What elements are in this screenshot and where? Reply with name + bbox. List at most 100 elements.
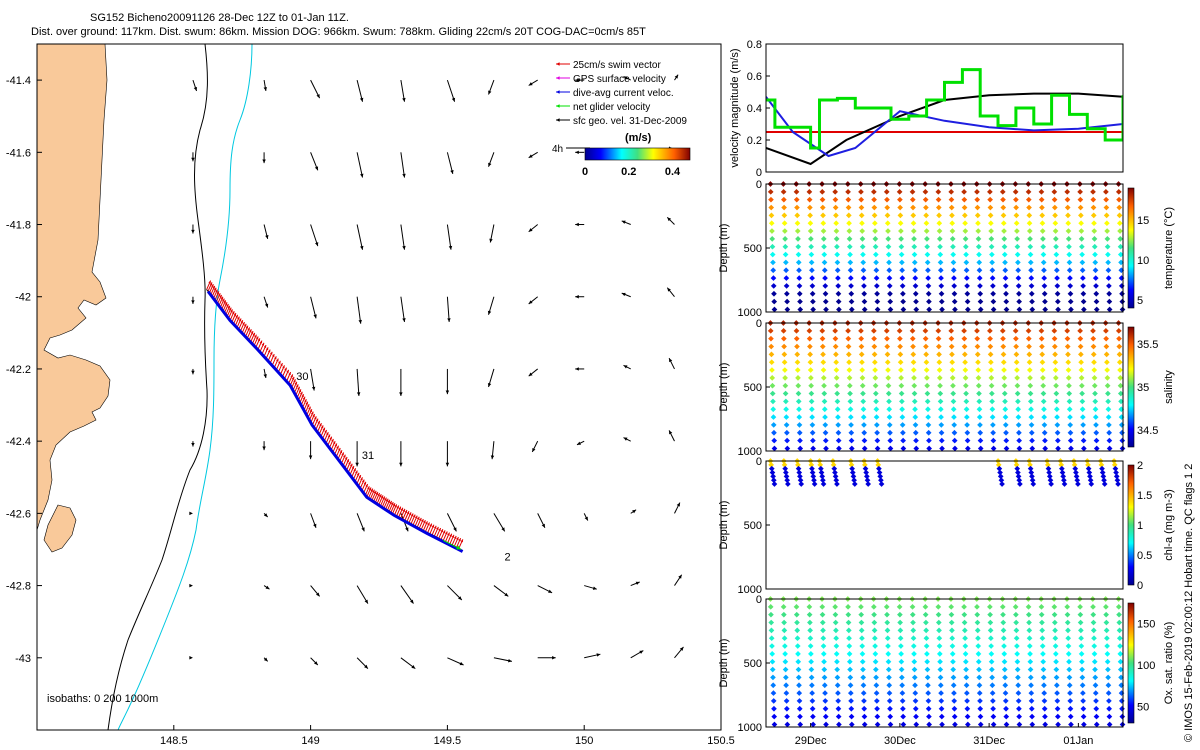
profile-point [990,698,996,704]
profile-point [1028,283,1035,289]
profile-point [949,212,955,219]
profile-point [820,236,827,242]
map-y-tick-label: -41.4 [6,75,31,87]
profile-point [974,335,981,342]
profile-point [858,196,865,203]
profile-point [912,705,919,712]
profile-point [784,477,791,484]
current-arrow [192,79,198,92]
profile-point [884,619,891,626]
profile-point [871,204,878,211]
profile-point [1103,627,1110,634]
profile-point [909,604,916,610]
profile-point [1119,298,1126,305]
profile-point [1000,611,1006,618]
profile-point [898,643,904,649]
current-arrow [400,224,406,250]
profile-point [896,189,903,195]
profile-point [900,429,906,436]
profile-point [1066,390,1073,397]
profile-point [1105,398,1111,405]
profile-point [768,351,775,358]
profile-point [925,283,932,289]
profile-point [899,690,906,696]
swim-vector-arrow [233,314,239,325]
profile-point [1025,196,1032,203]
profile-point [974,604,980,610]
profile-point [1114,477,1121,484]
profile-point [948,604,955,610]
profile-point [989,398,995,405]
profile-point [834,259,841,266]
profile-point [1029,477,1036,484]
profile-point [938,698,945,704]
profile-point [925,267,931,274]
profile-point [821,390,828,397]
profile-point [1104,359,1110,366]
profile-point [897,212,904,219]
current-arrow [191,368,195,375]
profile-point [1026,627,1033,634]
profile-point [884,204,891,211]
colorbar-tick-label: 5 [1137,295,1143,307]
profile-point [769,367,775,373]
profile-point [935,189,942,195]
profile-point [1103,196,1109,203]
profile-point [1090,335,1097,342]
profile-point [925,690,931,696]
profile-point [819,343,826,350]
current-arrow [445,368,450,395]
profile-point [887,290,893,297]
profile-point [1041,275,1048,281]
profile-point [887,445,894,452]
profile-point [807,359,814,366]
profile-point [896,604,903,610]
profile-point [783,414,790,420]
profile-point [860,390,866,397]
profile-point [1092,406,1099,413]
profile-point [770,690,777,696]
profile-point [822,275,828,281]
current-arrow [584,585,597,590]
swim-vector-arrow [380,496,386,506]
profile-point [975,375,982,381]
profile-point [769,382,776,389]
profile-point [863,469,870,476]
profile-point [951,698,958,704]
profile-point [1103,212,1110,219]
profile-point [898,390,905,397]
profile-point [830,462,837,468]
profile-point [964,698,970,704]
profile-point [832,469,838,476]
profile-point [797,298,803,305]
depth-tick-label: 500 [744,520,762,532]
profile-point [794,204,800,211]
profile-point [1078,643,1085,649]
profile-point [1118,275,1125,281]
profile-point [818,465,824,472]
profile-point [1092,398,1099,405]
profile-point [989,406,996,413]
profile-point [861,437,868,444]
profile-point [886,682,893,689]
profile-point [1090,189,1096,195]
profile-point [1039,367,1046,373]
swim-vector-arrow [231,312,237,323]
profile-point [858,351,865,358]
profile-point [1080,437,1087,444]
profile-point [783,698,790,704]
current-arrow [666,287,675,298]
profile-point [938,705,945,712]
profile-point [1028,414,1035,420]
current-arrow [487,368,495,388]
profile-point [1000,359,1007,366]
profile-point [871,328,877,334]
profile-point [768,343,775,350]
profile-point [795,658,802,665]
profile-point [1066,267,1073,274]
swim-vector-arrow [381,497,387,507]
profile-point [1079,682,1086,689]
profile-point [1029,445,1036,452]
profile-point [859,359,865,366]
profile-point [1104,220,1110,227]
